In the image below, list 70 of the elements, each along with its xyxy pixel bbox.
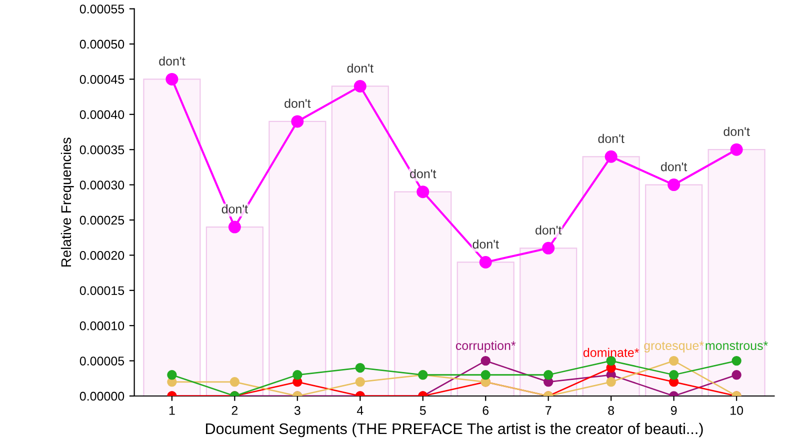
point [416, 186, 430, 198]
x-axis-title: Document Segments (THE PREFACE The artist is the creator of beauti...) [206, 422, 703, 438]
y-tick-label: 0.00050 [80, 40, 124, 49]
point [543, 370, 554, 380]
text: don't [660, 162, 688, 172]
y-tick-label: 0.00005 [80, 356, 124, 366]
point [604, 150, 618, 163]
y-tick-label: 0.00040 [80, 110, 124, 120]
point [230, 377, 240, 387]
point [292, 370, 302, 380]
series-label: don't [222, 204, 248, 214]
x-tick-label: 4 [356, 406, 364, 415]
y-tick-label: 0.00000 [80, 392, 124, 401]
bar [645, 184, 703, 396]
point [291, 115, 304, 128]
text: don't [598, 134, 624, 144]
x-tick-label: 3 [294, 406, 300, 415]
x-tick-label: 5 [420, 406, 426, 415]
y-tick-label: 0.00030 [80, 180, 124, 190]
series-label: dominate* [583, 348, 640, 358]
point [606, 377, 616, 387]
point [355, 362, 366, 373]
text: don't [159, 56, 186, 66]
x-tick-label: 8 [608, 406, 614, 415]
x-tick-label: 2 [232, 406, 238, 415]
y-tick-label: 0.00015 [80, 286, 124, 296]
bar [206, 226, 264, 396]
text: don't [347, 63, 374, 73]
series-label: monstrous* [706, 341, 768, 350]
x-tick-label: 7 [546, 406, 552, 415]
y-tick-label: 0.00020 [80, 251, 124, 260]
text: don't [284, 98, 311, 108]
point [542, 242, 555, 254]
point [668, 178, 680, 192]
bar [331, 86, 389, 396]
x-tick-label: 1 [169, 406, 175, 415]
point [479, 256, 492, 268]
bar [582, 156, 640, 396]
point [480, 370, 490, 380]
point [355, 377, 366, 387]
point [732, 370, 742, 380]
point [167, 370, 177, 380]
point [732, 356, 742, 366]
y-axis-title: Relative Frequencies [60, 138, 74, 266]
y-tick-label: 0.00035 [80, 145, 124, 154]
point [166, 72, 178, 86]
bar [520, 248, 578, 396]
text: don't [472, 239, 499, 249]
bar [456, 262, 514, 396]
x-tick-label: 6 [482, 406, 489, 415]
y-tick-label: 0.00025 [80, 216, 124, 225]
y-tick-label: 0.00010 [80, 321, 124, 330]
point [668, 370, 679, 380]
text: don't [724, 126, 750, 136]
y-tick-label: 0.00045 [80, 75, 124, 84]
series-label: grotesque* [644, 341, 704, 352]
bar [268, 120, 326, 396]
series-label: corruption* [456, 340, 516, 352]
point [228, 220, 241, 234]
text: don't [536, 225, 562, 235]
text: don't [410, 169, 436, 178]
y-tick-label: 0.00055 [80, 4, 124, 14]
x-tick-label: 9 [670, 406, 677, 415]
point [354, 80, 366, 92]
point [480, 356, 490, 366]
bar [143, 78, 201, 396]
x-tick-label: 10 [730, 406, 744, 415]
bar [394, 191, 452, 396]
point [668, 356, 679, 366]
point [730, 143, 743, 156]
